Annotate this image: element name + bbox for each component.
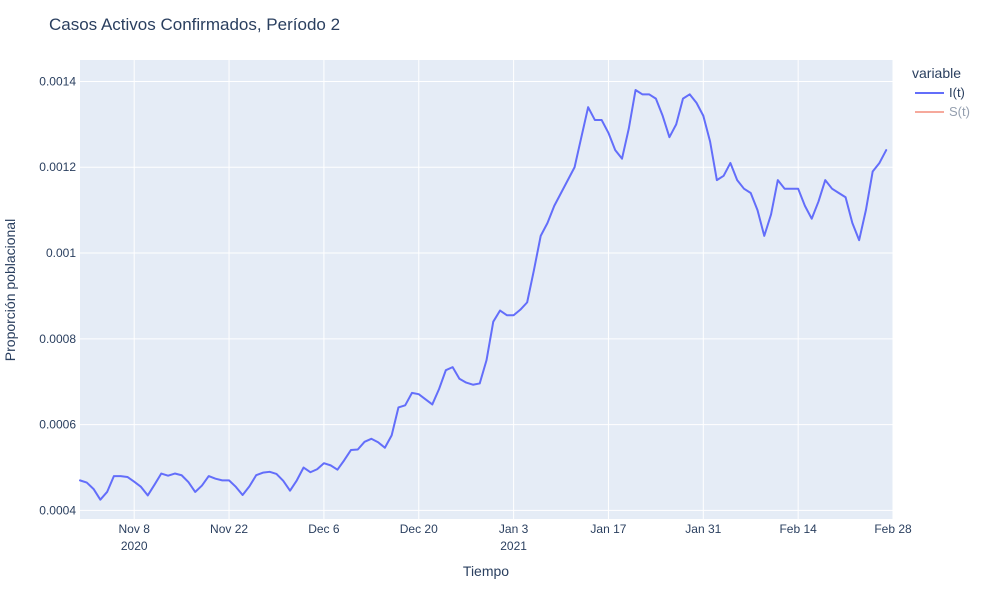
- x-tick-sublabel: 2020: [121, 539, 148, 553]
- y-tick-label: 0.0004: [39, 503, 76, 517]
- x-tick-label: Jan 17: [590, 522, 626, 536]
- y-tick-label: 0.0008: [39, 332, 76, 346]
- x-tick-label: Feb 14: [779, 522, 817, 536]
- x-axis-ticks: Nov 8 2020 Nov 22 Dec 6 Dec 20 Jan 3 2021 Jan 1…: [119, 522, 912, 553]
- y-gridlines: [80, 80, 893, 511]
- x-tick-label: Dec 20: [400, 522, 438, 536]
- legend-label: I(t): [949, 85, 965, 100]
- x-tick-label: Dec 6: [308, 522, 340, 536]
- x-tick-sublabel: 2021: [500, 539, 527, 553]
- x-tick-label: Nov 22: [210, 522, 248, 536]
- x-axis-title: Tiempo: [463, 563, 509, 579]
- y-axis-title: Proporción poblacional: [2, 219, 18, 361]
- legend-title: variable: [912, 65, 961, 81]
- x-tick-label: Jan 31: [685, 522, 721, 536]
- y-tick-label: 0.0014: [39, 74, 76, 88]
- x-tick-label: Nov 8: [119, 522, 151, 536]
- y-tick-label: 0.001: [46, 246, 76, 260]
- x-gridlines: [133, 60, 894, 519]
- x-tick-label: Feb 28: [874, 522, 912, 536]
- chart-title: Casos Activos Confirmados, Período 2: [49, 15, 340, 34]
- series-line-it: [79, 89, 888, 501]
- legend-item[interactable]: I(t): [915, 85, 965, 100]
- legend-label: S(t): [949, 104, 970, 119]
- plot-area[interactable]: [80, 60, 893, 519]
- series-layer: [79, 89, 888, 501]
- legend-item[interactable]: S(t): [915, 104, 970, 119]
- x-tick-label: Jan 3: [499, 522, 529, 536]
- y-tick-label: 0.0012: [39, 160, 76, 174]
- legend: variable I(t) S(t): [912, 65, 970, 119]
- y-tick-label: 0.0006: [39, 418, 76, 432]
- y-axis-ticks: 0.0004 0.0006 0.0008 0.001 0.0012 0.0014: [39, 74, 76, 517]
